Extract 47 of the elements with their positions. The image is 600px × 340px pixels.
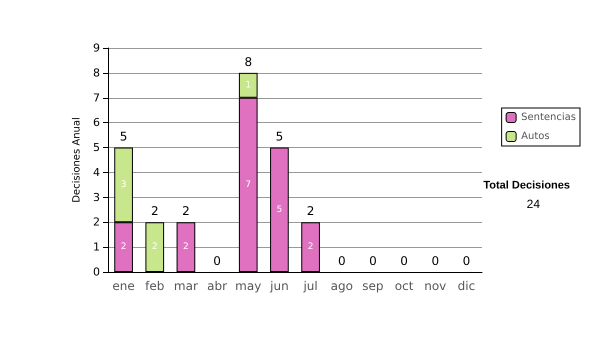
x-tick-label: ago: [330, 279, 353, 293]
total-label: 0: [400, 254, 408, 268]
y-tick-label: 1: [93, 240, 100, 254]
legend-label: Autos: [521, 131, 550, 142]
total-label: 2: [150, 204, 159, 218]
data-label: 5: [276, 204, 282, 215]
y-tick-label: 3: [93, 190, 100, 204]
x-tick-label: oct: [394, 279, 414, 293]
x-tick-label: abr: [207, 279, 228, 293]
y-axis-title: Decisiones Anual: [72, 117, 83, 203]
total-label: 0: [213, 254, 221, 268]
x-tick-label: jul: [302, 279, 318, 293]
legend-label: Sentencias: [521, 112, 576, 123]
total-label: 5: [276, 130, 284, 144]
data-label: 3: [120, 180, 126, 190]
x-tick-label: dic: [458, 279, 476, 293]
total-label: 0: [369, 254, 377, 268]
total-label: 2: [182, 204, 190, 218]
data-label: 2: [308, 242, 314, 252]
data-label: 7: [245, 180, 252, 190]
y-tick-label: 4: [93, 166, 100, 179]
x-tick-label: may: [235, 279, 262, 293]
total-label: 8: [244, 54, 252, 69]
x-tick-label: nov: [424, 279, 446, 293]
total-label: 0: [431, 254, 440, 268]
y-tick-label: 0: [93, 266, 100, 278]
data-label: 2: [152, 242, 158, 252]
data-label: 2: [120, 242, 126, 252]
total-label: 0: [462, 254, 470, 268]
y-tick-label: 9: [93, 42, 100, 54]
x-tick-label: sep: [362, 279, 384, 293]
y-tick-label: 5: [93, 141, 100, 154]
total-label: 2: [306, 204, 314, 218]
x-tick-label: mar: [174, 279, 198, 293]
y-tick-label: 8: [93, 66, 100, 80]
text: Total Decisiones: [483, 180, 570, 192]
y-tick-label: 2: [93, 216, 100, 229]
data-label: 1: [245, 80, 252, 90]
total-label: 0: [338, 254, 346, 268]
y-tick-label: 7: [93, 91, 100, 104]
x-tick-label: jun: [269, 279, 289, 293]
total-label: 5: [120, 130, 128, 144]
text: 24: [526, 197, 540, 211]
data-label: 2: [183, 242, 189, 252]
x-tick-label: ene: [112, 279, 135, 293]
y-tick-label: 6: [93, 116, 100, 130]
x-tick-label: feb: [145, 279, 164, 293]
